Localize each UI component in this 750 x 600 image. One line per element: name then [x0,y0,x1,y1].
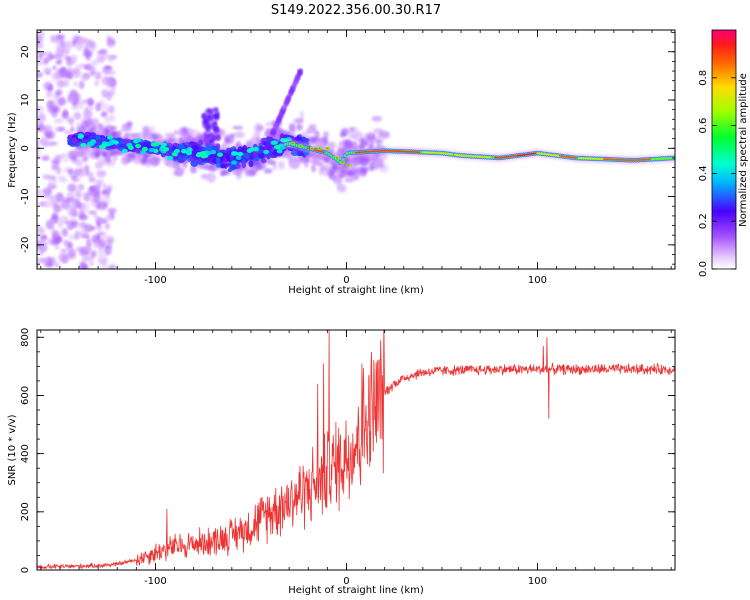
colorbar-ticks: 0.0 0.2 0.4 0.6 0.8 [698,70,736,277]
colorbar-tick-label: 0.8 [698,70,709,86]
y-tick-label: -20 [20,237,31,253]
spectrogram-image [37,30,675,269]
x-tick-label: -100 [144,275,167,286]
colorbar-tick-label: 0.6 [698,118,709,134]
spectrogram-frame [36,29,676,270]
snr-panel: -100 0 100 0 200 400 600 800 Height of straight… [7,328,676,596]
y-tick-label: 800 [20,328,31,347]
x-tick-label: -100 [144,576,167,587]
y-tick-label: 400 [20,444,31,463]
colorbar-label: Normalized spectral amplitude [738,73,749,227]
y-tick-label: 600 [20,386,31,405]
y-tick-label: 0 [20,567,31,573]
x-tick-label: 100 [528,576,547,587]
snr-xlabel: Height of straight line (km) [288,585,424,596]
spectrogram-xlabel: Height of straight line (km) [288,285,424,296]
x-tick-label: 100 [528,275,547,286]
snr-frame [36,329,676,571]
colorbar-frame [711,29,737,270]
chart-title: S149.2022.356.00.30.R17 [271,3,441,18]
colorbar: 0.0 0.2 0.4 0.6 0.8 Normalized spectral ampl… [698,29,749,277]
snr-ylabel: SNR (10 * v/v) [7,414,18,485]
colorbar-tick-label: 0.2 [698,213,709,229]
y-tick-label: 200 [20,502,31,521]
x-tick-label: 0 [343,275,349,286]
x-tick-label: 0 [343,576,349,587]
colorbar-tick-label: 0.4 [698,165,709,181]
y-tick-label: -10 [20,188,31,204]
colorbar-gradient [712,30,736,269]
y-tick-label: 0 [20,145,31,151]
spectrogram-ylabel: Frequency (Hz) [7,112,18,188]
y-tick-label: 20 [20,45,31,58]
colorbar-tick-label: 0.0 [698,261,709,277]
y-tick-label: 10 [20,94,31,107]
snr-series-line [37,330,675,570]
